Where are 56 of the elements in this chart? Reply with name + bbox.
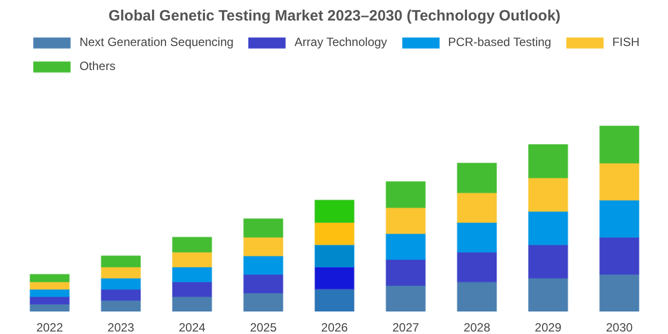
bar [386,207,426,234]
bar [386,259,426,286]
bar [172,236,212,253]
bar [172,252,212,268]
bar [30,274,70,282]
bar [314,244,355,268]
legend-label: Next Generation Sequencing [79,35,234,49]
bar [456,281,497,312]
bar [528,144,568,178]
legend-label: PCR-based Testing [448,35,552,49]
bar [314,200,355,223]
x-tick-label: 2027 [392,320,420,334]
bar [100,266,141,279]
bar [599,162,640,201]
bar [172,266,212,282]
x-tick-label: 2025 [250,320,277,334]
x-tick-label: 2026 [321,320,348,334]
x-tick-label: 2022 [36,320,64,334]
bar [100,255,141,268]
legend-label: Array Technology [294,35,388,49]
bar [243,218,284,238]
bar [599,200,640,238]
bar [528,278,568,312]
x-tick-label: 2028 [464,320,491,334]
bar [243,236,284,256]
x-tick-label: 2029 [534,320,562,334]
bar [243,274,284,294]
bar [528,210,568,246]
bar [314,288,355,312]
bar [456,222,497,253]
bar [314,222,355,246]
bar [386,233,426,260]
bar [100,278,141,290]
legend-label: Others [79,59,116,73]
bar [386,181,426,208]
bar [528,244,568,279]
bar [243,255,284,275]
bar [100,288,141,301]
x-tick-label: 2023 [108,320,135,334]
bar [599,125,640,164]
bar [456,252,497,282]
bar [456,162,497,194]
bar [528,177,568,212]
bar [172,281,212,298]
legend-label: FISH [612,35,640,49]
bar [314,266,355,290]
chart-title: Global Genetic Testing Market 2023–2030 (Technology Outlook) [108,8,561,24]
bar [172,296,212,312]
bar [386,285,426,312]
bar [243,292,284,312]
bar [599,236,640,275]
x-tick-label: 2030 [606,320,634,334]
bar [599,274,640,312]
x-tick-label: 2024 [178,320,206,334]
bar [456,192,497,223]
bar [100,300,141,312]
